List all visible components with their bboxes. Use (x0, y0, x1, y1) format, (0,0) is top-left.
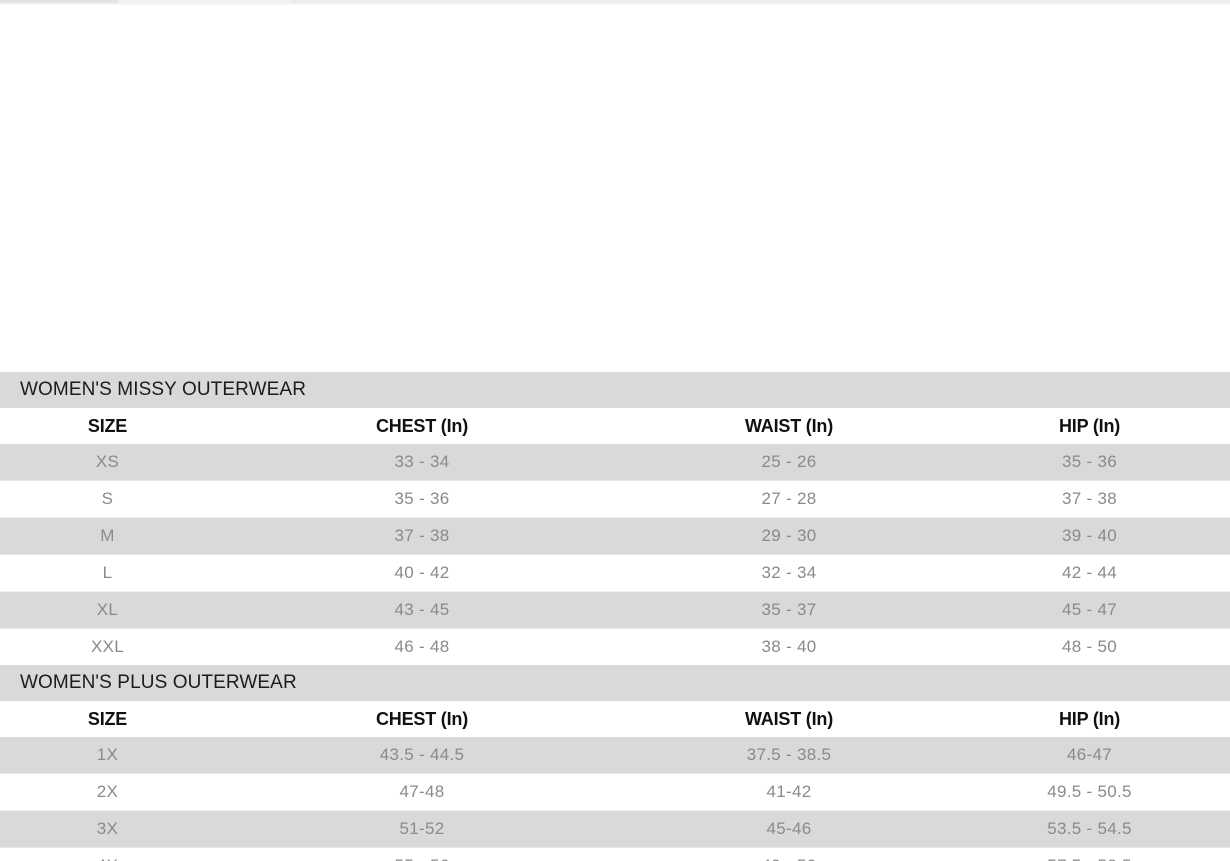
column-header-chest: CHEST (In) (215, 408, 629, 444)
cell-size: 4X (0, 847, 215, 861)
section-title: WOMEN'S PLUS OUTERWEAR (20, 672, 297, 693)
cell-size: 2X (0, 773, 215, 811)
column-header-row: SIZE CHEST (In) WAIST (In) HIP (In) (0, 701, 1230, 737)
cell-hip: 42 - 44 (949, 554, 1230, 592)
table-row: M 37 - 38 29 - 30 39 - 40 (0, 517, 1230, 555)
cell-waist: 29 - 30 (629, 517, 949, 555)
section-title: WOMEN'S MISSY OUTERWEAR (20, 379, 307, 400)
size-chart-table-plus: WOMEN'S PLUS OUTERWEAR SIZE CHEST (In) W… (0, 665, 1230, 861)
cell-size: 1X (0, 737, 215, 774)
cell-size: 3X (0, 810, 215, 848)
cell-chest: 51-52 (215, 810, 629, 848)
table-row: S 35 - 36 27 - 28 37 - 38 (0, 480, 1230, 518)
top-edge-strip-mid (118, 0, 290, 3)
cell-size: S (0, 480, 215, 518)
column-header-waist: WAIST (In) (629, 701, 949, 737)
cell-size: XXL (0, 628, 215, 665)
cell-waist: 41-42 (629, 773, 949, 811)
column-header-row: SIZE CHEST (In) WAIST (In) HIP (In) (0, 408, 1230, 444)
cell-hip: 53.5 - 54.5 (949, 810, 1230, 848)
cell-waist: 25 - 26 (629, 444, 949, 481)
cell-waist: 49 - 50 (629, 847, 949, 861)
cell-hip: 49.5 - 50.5 (949, 773, 1230, 811)
cell-size: M (0, 517, 215, 555)
cell-hip: 35 - 36 (949, 444, 1230, 481)
cell-chest: 47-48 (215, 773, 629, 811)
cell-chest: 46 - 48 (215, 628, 629, 665)
table-row: 1X 43.5 - 44.5 37.5 - 38.5 46-47 (0, 737, 1230, 774)
cell-chest: 43 - 45 (215, 591, 629, 629)
cell-chest: 40 - 42 (215, 554, 629, 592)
cell-chest: 35 - 36 (215, 480, 629, 518)
cell-waist: 27 - 28 (629, 480, 949, 518)
section-header-row: WOMEN'S PLUS OUTERWEAR (0, 665, 1230, 701)
column-header-waist: WAIST (In) (629, 408, 949, 444)
column-header-size: SIZE (0, 701, 215, 737)
column-header-hip: HIP (In) (949, 701, 1230, 737)
size-charts-container: WOMEN'S MISSY OUTERWEAR SIZE CHEST (In) … (0, 372, 1230, 861)
cell-hip: 57.5 - 58.5 (949, 847, 1230, 861)
size-chart-table-missy: WOMEN'S MISSY OUTERWEAR SIZE CHEST (In) … (0, 372, 1230, 665)
table-row: XS 33 - 34 25 - 26 35 - 36 (0, 444, 1230, 481)
top-edge-strip-under (0, 3, 1230, 5)
cell-chest: 37 - 38 (215, 517, 629, 555)
cell-waist: 45-46 (629, 810, 949, 848)
top-edge-strip-left (0, 0, 118, 3)
cell-hip: 37 - 38 (949, 480, 1230, 518)
cell-hip: 45 - 47 (949, 591, 1230, 629)
cell-waist: 35 - 37 (629, 591, 949, 629)
cell-hip: 39 - 40 (949, 517, 1230, 555)
cell-chest: 55 - 56 (215, 847, 629, 861)
table-row: L 40 - 42 32 - 34 42 - 44 (0, 554, 1230, 592)
column-header-chest: CHEST (In) (215, 701, 629, 737)
column-header-size: SIZE (0, 408, 215, 444)
table-row: XXL 46 - 48 38 - 40 48 - 50 (0, 628, 1230, 665)
cell-size: XL (0, 591, 215, 629)
section-header-row: WOMEN'S MISSY OUTERWEAR (0, 372, 1230, 408)
column-header-hip: HIP (In) (949, 408, 1230, 444)
blank-content-area (0, 5, 1230, 372)
cell-waist: 38 - 40 (629, 628, 949, 665)
cell-chest: 43.5 - 44.5 (215, 737, 629, 774)
section-header-cell: WOMEN'S MISSY OUTERWEAR (0, 372, 1230, 408)
cell-waist: 37.5 - 38.5 (629, 737, 949, 774)
section-header-cell: WOMEN'S PLUS OUTERWEAR (0, 665, 1230, 701)
cell-size: L (0, 554, 215, 592)
table-row: 2X 47-48 41-42 49.5 - 50.5 (0, 773, 1230, 811)
cell-waist: 32 - 34 (629, 554, 949, 592)
cell-hip: 46-47 (949, 737, 1230, 774)
table-row: 4X 55 - 56 49 - 50 57.5 - 58.5 (0, 847, 1230, 861)
top-edge-strip (0, 0, 1230, 5)
table-row: 3X 51-52 45-46 53.5 - 54.5 (0, 810, 1230, 848)
cell-hip: 48 - 50 (949, 628, 1230, 665)
cell-chest: 33 - 34 (215, 444, 629, 481)
table-row: XL 43 - 45 35 - 37 45 - 47 (0, 591, 1230, 629)
cell-size: XS (0, 444, 215, 481)
